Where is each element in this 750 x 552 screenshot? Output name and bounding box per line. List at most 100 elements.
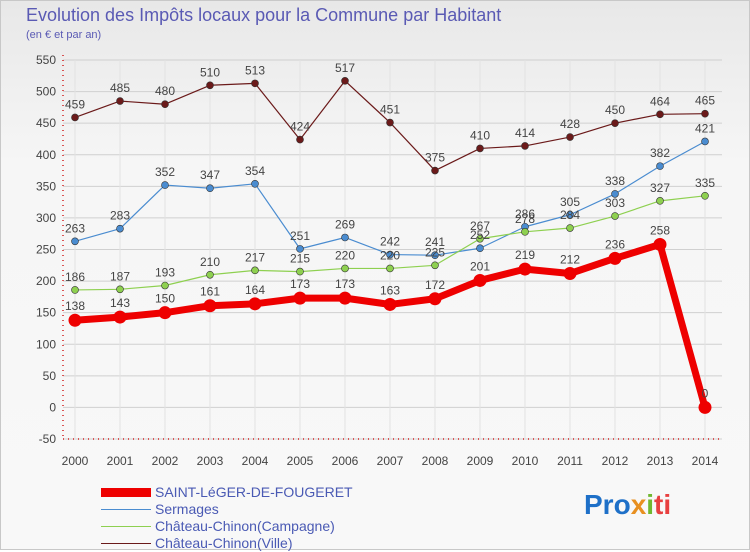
data-point [701, 109, 709, 118]
data-point [476, 244, 484, 253]
data-point [71, 286, 79, 294]
logo-part-4: ti [654, 489, 672, 520]
data-point [386, 118, 394, 127]
x-tick-label: 2008 [422, 454, 449, 468]
data-label: 267 [470, 219, 490, 233]
legend-swatch-sermages [101, 509, 151, 510]
logo-part-3: i [646, 489, 655, 520]
data-label: 150 [155, 292, 175, 306]
data-label: 217 [245, 250, 265, 264]
data-point [518, 262, 532, 276]
data-point [653, 237, 667, 251]
data-label: 219 [515, 248, 535, 262]
data-point [296, 267, 304, 276]
data-label: 284 [560, 208, 580, 222]
logo-part-1: Pro [584, 489, 631, 520]
data-point [566, 133, 574, 141]
data-label: 513 [245, 63, 265, 77]
chart-subtitle: (en € et par an) [26, 29, 102, 41]
data-point [476, 144, 484, 153]
legend-label-ville: Château-Chinon(Ville) [155, 535, 293, 551]
legend-label-campagne: Château-Chinon(Campagne) [155, 518, 335, 534]
x-tick-label: 2002 [152, 454, 179, 468]
data-label: 173 [335, 277, 355, 291]
data-point [611, 119, 619, 127]
data-point [383, 297, 397, 311]
data-point [386, 250, 394, 259]
data-point [566, 210, 574, 219]
data-label: 241 [425, 235, 445, 249]
data-point [296, 245, 304, 253]
data-label: 138 [65, 299, 85, 313]
proxiti-logo: Proxiti [584, 489, 671, 521]
x-tick-label: 2011 [557, 454, 583, 468]
legend-swatch-ville [101, 543, 151, 544]
data-point [116, 97, 124, 105]
data-point [476, 234, 484, 243]
data-point [563, 267, 577, 281]
data-label: 327 [650, 181, 670, 195]
data-label: 225 [425, 245, 445, 259]
data-point [116, 224, 124, 233]
data-label: 485 [110, 81, 130, 95]
data-point [341, 264, 349, 273]
y-tick-label: -50 [39, 432, 57, 446]
data-label: 220 [380, 248, 400, 262]
data-point [611, 190, 619, 198]
data-labels: 459 485 480 510 513 424 517 451 375 410 414 428 450 4… [65, 61, 715, 401]
data-point [251, 79, 259, 88]
data-point [71, 113, 79, 122]
y-tick-label: 50 [43, 369, 57, 383]
data-label: 338 [605, 174, 625, 188]
data-point [701, 137, 709, 146]
data-label: 347 [200, 168, 220, 182]
data-label: 303 [605, 196, 625, 210]
y-tick-label: 450 [36, 116, 56, 130]
data-label: 517 [335, 61, 355, 75]
data-label: 421 [695, 121, 715, 135]
x-tick-label: 2010 [512, 454, 539, 468]
y-tick-label: 500 [36, 85, 56, 99]
data-label: 187 [110, 269, 130, 283]
data-point [206, 81, 214, 90]
y-tick-label: 150 [36, 306, 56, 320]
data-label: 286 [515, 207, 535, 221]
logo-part-2: x [630, 489, 647, 520]
data-label: 428 [560, 117, 580, 131]
data-label: 251 [290, 229, 310, 243]
data-label: 410 [470, 128, 490, 142]
data-label: 269 [335, 217, 355, 231]
data-label: 220 [335, 248, 355, 262]
data-label: 201 [470, 259, 490, 273]
data-point [251, 180, 259, 188]
y-tick-label: 400 [36, 148, 56, 162]
legend-label-sermages: Sermages [155, 501, 219, 517]
data-label: 480 [155, 84, 175, 98]
data-label: 186 [65, 270, 85, 284]
data-label: 352 [155, 165, 175, 179]
y-tick-label: 250 [36, 243, 56, 257]
data-point [566, 224, 574, 232]
x-tick-label: 2000 [62, 454, 89, 468]
data-point [428, 292, 442, 306]
data-point [161, 281, 169, 290]
data-point [656, 197, 664, 205]
data-label: 252 [470, 228, 490, 242]
data-label: 464 [650, 94, 670, 108]
data-point [296, 135, 304, 144]
y-tick-label: 550 [36, 53, 56, 67]
data-label: 143 [110, 296, 130, 310]
data-point [341, 233, 349, 242]
data-label: 258 [650, 223, 670, 237]
data-label: 212 [560, 253, 580, 267]
x-tick-label: 2003 [197, 454, 224, 468]
data-label: 0 [702, 386, 709, 400]
data-point [293, 291, 307, 305]
legend-label-saint-leger: SAINT-LéGER-DE-FOUGERET [155, 484, 353, 500]
data-point [656, 162, 664, 170]
chart-title: Evolution des Impôts locaux pour la Comm… [26, 5, 502, 25]
data-label: 283 [110, 209, 130, 223]
x-tick-label: 2007 [377, 454, 404, 468]
data-point [341, 77, 349, 85]
